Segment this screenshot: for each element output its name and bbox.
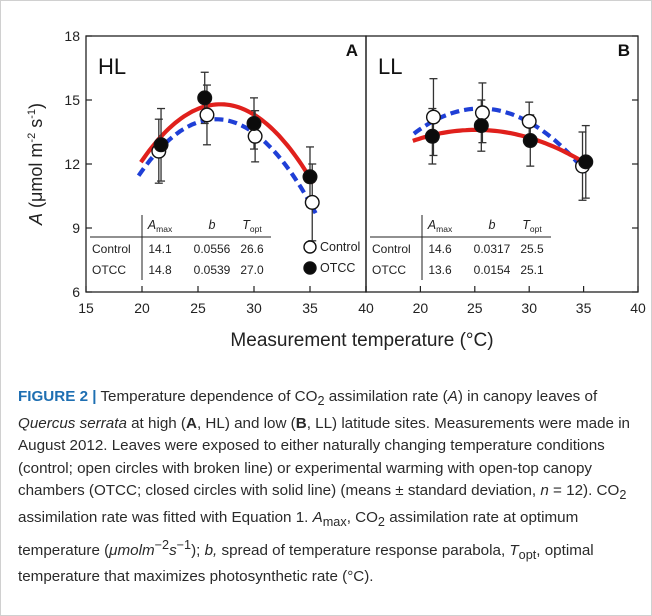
x-tick-label: 20: [134, 300, 150, 316]
x-tick-label: 20: [413, 300, 429, 316]
figure-caption: FIGURE 2 | Temperature dependence of CO2…: [18, 386, 634, 589]
table-cell-b: 0.0539: [194, 263, 231, 277]
table-cell-topt: 25.5: [520, 242, 544, 256]
table-cell-b: 0.0317: [474, 242, 511, 256]
table-cell-amax: 14.1: [148, 242, 172, 256]
caption-text: , HL) and low (: [196, 414, 296, 432]
caption-italic: μmolm: [109, 541, 155, 559]
caption-superscript: −1: [176, 537, 192, 552]
caption-bold: B: [295, 414, 307, 432]
x-tick-label: 35: [302, 300, 318, 316]
caption-italic: b,: [204, 541, 218, 559]
caption-italic: A: [312, 509, 323, 527]
data-point-otcc: [246, 115, 262, 131]
caption-superscript: −2: [154, 537, 170, 552]
caption-text: , CO: [346, 509, 378, 527]
caption-italic: A: [447, 388, 458, 405]
caption-subscript: max: [322, 515, 347, 530]
caption-species: Quercus serrata: [18, 414, 127, 432]
caption-subscript: 2: [317, 394, 325, 409]
table-header-amax: Amax: [427, 218, 453, 234]
table-row-label: Control: [372, 242, 411, 256]
table-cell-amax: 13.6: [428, 263, 452, 277]
caption-italic: n: [540, 482, 549, 500]
caption-text: assimilation rate (: [324, 388, 448, 405]
table-row-label: Control: [92, 242, 131, 256]
x-axis-label: Measurement temperature (°C): [230, 330, 493, 351]
y-tick-label: 15: [64, 92, 80, 108]
table-header-topt: Topt: [242, 218, 262, 234]
table-cell-topt: 25.1: [520, 263, 544, 277]
data-point-otcc: [522, 133, 538, 149]
table-row-label: OTCC: [92, 263, 126, 277]
panel-a-letter: A: [346, 41, 358, 60]
table-cell-amax: 14.6: [428, 242, 452, 256]
table-cell-topt: 27.0: [240, 263, 264, 277]
y-tick-label: 9: [72, 220, 80, 236]
data-point-otcc: [424, 128, 440, 144]
table-cell-amax: 14.8: [148, 263, 172, 277]
table-header-amax: Amax: [147, 218, 173, 234]
caption-text: , optimal temperature that maximizes pho…: [18, 541, 594, 586]
y-tick-label: 18: [64, 28, 80, 44]
data-point-otcc: [578, 154, 594, 170]
caption-text: at high (: [126, 414, 186, 432]
caption-subscript: opt: [518, 547, 537, 562]
y-tick-label: 6: [72, 284, 80, 300]
table-row-label: OTCC: [372, 263, 406, 277]
legend-marker-control: [303, 240, 317, 254]
panel-a-fit-control: [136, 117, 318, 215]
legend-label-otcc: OTCC: [320, 261, 355, 275]
panel-b-letter: B: [618, 41, 630, 60]
table-cell-b: 0.0154: [474, 263, 511, 277]
y-tick-label: 12: [64, 156, 80, 172]
data-point-control: [199, 107, 215, 123]
table-header-b: b: [209, 218, 216, 232]
caption-italic: T: [509, 541, 519, 559]
y-axis-label: A (μmol m-2 s-1): [26, 103, 46, 226]
caption-text: assimilation rate at optimum temperature…: [18, 509, 579, 559]
x-tick-label: 25: [467, 300, 483, 316]
caption-text: ) in canopy leaves of: [457, 388, 598, 405]
caption-italic: s: [169, 541, 177, 559]
data-point-control: [474, 105, 490, 121]
x-tick-label: 40: [358, 300, 374, 316]
data-point-control: [425, 109, 441, 125]
figure-chart: 6 9 12 15 18 A (μmol m-2 s-1) Measurement temp…: [26, 28, 646, 351]
legend-marker-otcc: [303, 261, 317, 275]
caption-bold: A: [186, 414, 197, 432]
caption-subscript: 2: [377, 515, 385, 530]
caption-subscript: 2: [619, 488, 627, 503]
x-tick-label: 40: [630, 300, 646, 316]
caption-text: assimilation rate was fitted with Equati…: [18, 509, 313, 527]
table-cell-b: 0.0556: [194, 242, 231, 256]
data-point-otcc: [153, 137, 169, 153]
data-point-control: [521, 113, 537, 129]
panel-b-fit-control: [412, 106, 588, 174]
x-tick-label: 30: [246, 300, 262, 316]
panel-b-fit-otcc: [412, 127, 591, 168]
x-tick-label: 25: [190, 300, 206, 316]
caption-figure-label: FIGURE 2 |: [18, 388, 97, 405]
caption-text: = 12). CO: [548, 482, 620, 500]
data-point-control: [304, 194, 320, 210]
x-tick-label: 35: [576, 300, 592, 316]
panel-a-site-label: HL: [98, 54, 126, 79]
panel-b-site-label: LL: [378, 54, 402, 79]
x-tick-label: 15: [78, 300, 94, 316]
caption-text: Temperature dependence of CO: [96, 388, 318, 405]
table-header-b: b: [489, 218, 496, 232]
caption-text: );: [191, 541, 205, 559]
data-point-otcc: [302, 169, 318, 185]
data-point-control: [247, 128, 263, 144]
table-header-topt: Topt: [522, 218, 542, 234]
data-point-otcc: [197, 90, 213, 106]
table-cell-topt: 26.6: [240, 242, 264, 256]
caption-text: , LL) latitude sites. Measurements were …: [18, 414, 631, 500]
caption-text: spread of temperature response parabola,: [217, 541, 510, 559]
x-tick-label: 30: [521, 300, 537, 316]
data-point-otcc: [473, 118, 489, 134]
legend-label-control: Control: [320, 240, 360, 254]
panel-a-fit-otcc: [139, 102, 316, 185]
